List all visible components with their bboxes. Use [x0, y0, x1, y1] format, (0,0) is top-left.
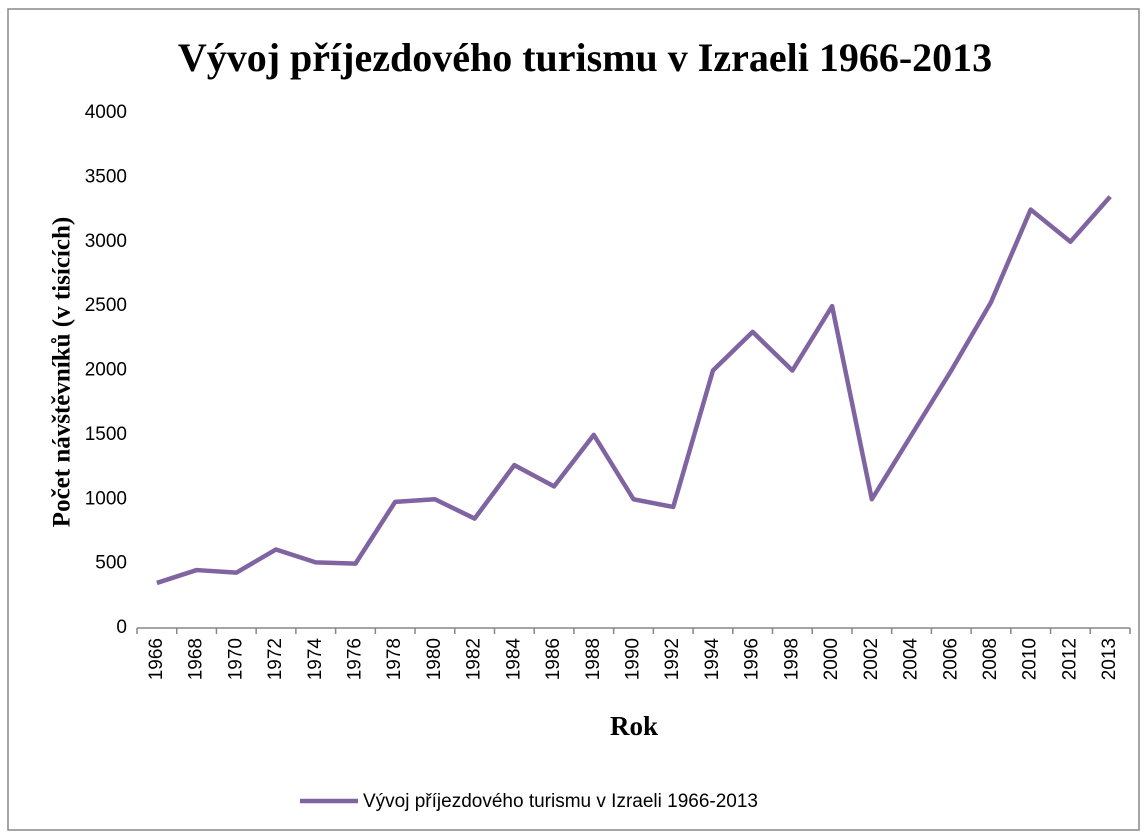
x-tick-label: 2002 — [861, 638, 882, 680]
x-tick-label: 1966 — [146, 638, 167, 680]
y-tick-label: 1000 — [85, 488, 127, 509]
y-tick-label: 500 — [95, 553, 127, 574]
line-series — [156, 195, 1112, 586]
x-tick-label: 1982 — [464, 638, 485, 680]
x-tick-label: 1998 — [781, 638, 802, 680]
y-tick-label: 3500 — [85, 166, 127, 187]
legend-label: Vývoj příjezdového turismu v Izraeli 196… — [363, 791, 758, 812]
y-tick-label: 2000 — [85, 360, 127, 381]
x-tick-label: 2000 — [821, 638, 842, 680]
chart-title: Vývoj příjezdového turismu v Izraeli 196… — [178, 35, 992, 80]
x-tick-label: 1994 — [702, 638, 723, 681]
x-tick-label: 2013 — [1099, 638, 1120, 680]
y-axis-label: Počet návštěvníků (v tisících) — [49, 217, 76, 527]
x-tick-label: 1978 — [384, 638, 405, 680]
x-tick-label: 1976 — [344, 638, 365, 680]
x-tick-label: 2004 — [901, 638, 922, 681]
x-tick-label: 1990 — [623, 638, 644, 680]
x-axis-label: Rok — [610, 711, 658, 741]
x-tick-label: 1968 — [186, 638, 207, 680]
y-tick-label: 2500 — [85, 295, 127, 316]
y-tick-label: 0 — [116, 617, 127, 638]
x-tick-label: 1970 — [225, 638, 246, 680]
chart-frame — [7, 8, 1140, 831]
x-tick-label: 1980 — [424, 638, 445, 680]
x-tick-label: 1984 — [503, 638, 524, 681]
x-tick-label: 1974 — [305, 638, 326, 681]
x-tick-label: 2006 — [940, 638, 961, 680]
x-tick-label: 2008 — [980, 638, 1001, 680]
x-tick-label: 1972 — [265, 638, 286, 680]
x-tick-label: 1988 — [583, 638, 604, 680]
x-tick-label: 1992 — [662, 638, 683, 680]
x-tick-label: 1986 — [543, 638, 564, 680]
y-tick-label: 3000 — [85, 231, 127, 252]
x-tick-label: 2012 — [1059, 638, 1080, 680]
x-tick-label: 2010 — [1020, 638, 1041, 680]
y-tick-label: 1500 — [85, 424, 127, 445]
y-tick-label: 4000 — [85, 102, 127, 123]
x-tick-label: 1996 — [742, 638, 763, 680]
